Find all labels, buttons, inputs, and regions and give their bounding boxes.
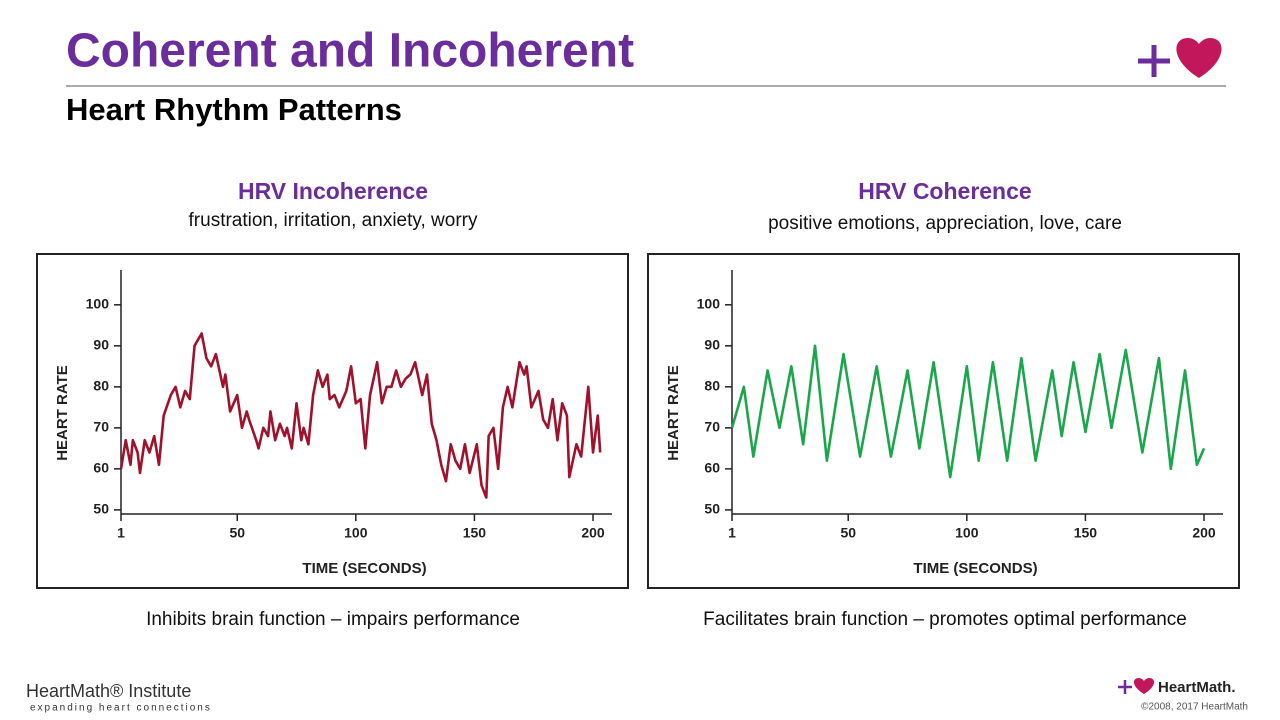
bottom-logo [1118, 678, 1155, 694]
x-tick-label: 100 [344, 525, 368, 541]
y-tick-label: 60 [704, 460, 720, 476]
x-tick-label: 100 [955, 525, 979, 541]
chart-frame [647, 253, 1240, 589]
footer-tagline: expanding heart connections [30, 703, 212, 714]
x-axis-label: TIME (SECONDS) [913, 560, 1037, 577]
x-tick-label: 200 [581, 525, 605, 541]
chart-frame [36, 253, 629, 589]
chart-title: HRV Incoherence [238, 178, 428, 204]
x-axis-label: TIME (SECONDS) [302, 560, 426, 577]
top-logo [1138, 38, 1222, 78]
chart-subtitle: frustration, irritation, anxiety, worry [189, 210, 478, 231]
y-axis-label: HEART RATE [54, 365, 71, 461]
y-tick-label: 100 [86, 296, 110, 312]
chart-caption: Inhibits brain function – impairs perfor… [146, 609, 520, 630]
slide-subtitle: Heart Rhythm Patterns [66, 92, 402, 127]
y-tick-label: 80 [704, 378, 720, 394]
y-tick-label: 70 [704, 419, 720, 435]
y-tick-label: 60 [93, 460, 109, 476]
data-line [730, 344, 1206, 479]
y-tick-label: 90 [93, 337, 109, 353]
y-tick-label: 100 [697, 296, 721, 312]
y-tick-label: 80 [93, 378, 109, 394]
x-tick-label: 50 [840, 525, 856, 541]
footer-logo-text: HeartMath. [1158, 679, 1236, 696]
y-axis-label: HEART RATE [665, 365, 682, 461]
chart-caption: Facilitates brain function – promotes op… [703, 609, 1187, 630]
y-tick-label: 90 [704, 337, 720, 353]
x-tick-label: 150 [1074, 525, 1098, 541]
footer-copyright: ©2008, 2017 HeartMath [1141, 702, 1248, 713]
y-tick-label: 50 [93, 501, 109, 517]
x-tick-label: 200 [1192, 525, 1216, 541]
x-tick-label: 150 [463, 525, 487, 541]
chart-title: HRV Coherence [858, 178, 1031, 204]
chart-subtitle: positive emotions, appreciation, love, c… [768, 213, 1122, 234]
data-line [119, 332, 602, 499]
x-tick-label: 1 [117, 525, 125, 541]
slide-title: Coherent and Incoherent [66, 25, 634, 78]
footer-brand: HeartMath® Institute [26, 681, 191, 701]
y-tick-label: 50 [704, 501, 720, 517]
x-tick-label: 50 [229, 525, 245, 541]
x-tick-label: 1 [728, 525, 736, 541]
y-tick-label: 70 [93, 419, 109, 435]
